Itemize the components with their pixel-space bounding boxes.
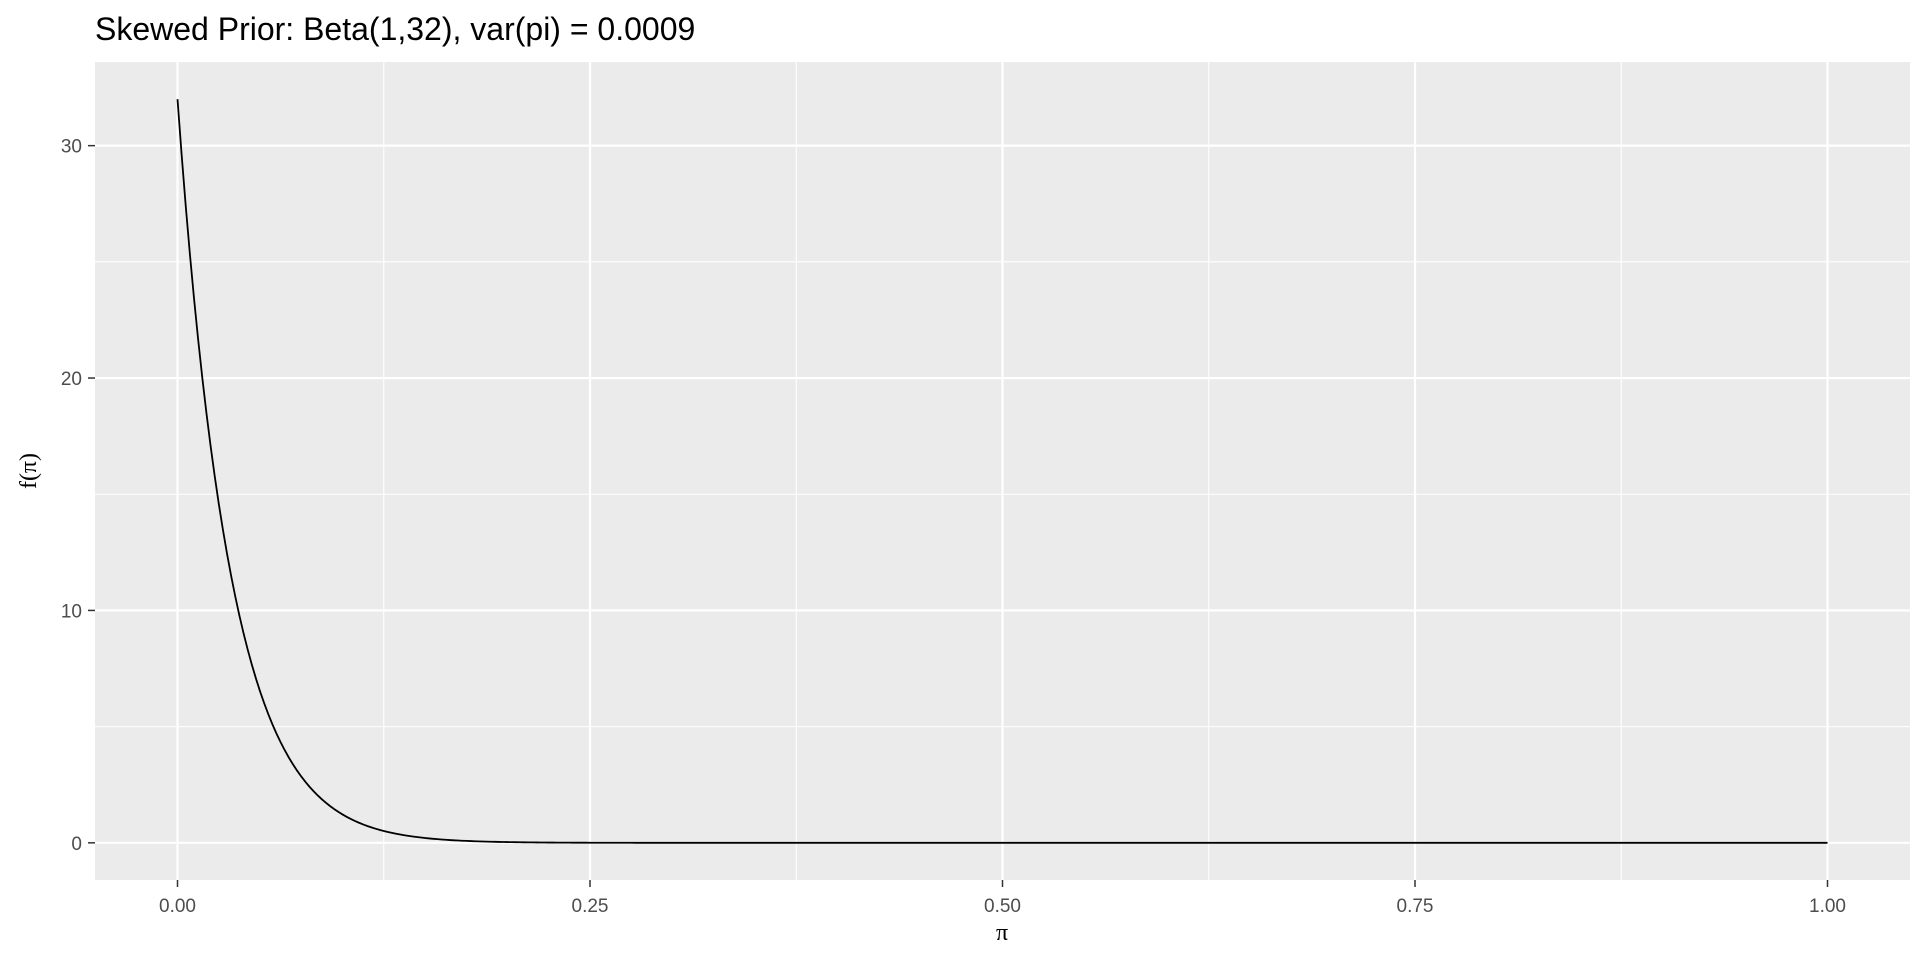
y-axis-ticks: 0 10 20 30 xyxy=(61,137,95,855)
x-axis-title: π xyxy=(996,920,1008,946)
y-tick-label: 10 xyxy=(61,601,82,622)
x-tick-label: 0.75 xyxy=(1397,896,1434,917)
chart-title: Skewed Prior: Beta(1,32), var(pi) = 0.00… xyxy=(95,11,695,47)
y-tick-label: 30 xyxy=(61,137,82,158)
x-tick-label: 1.00 xyxy=(1809,896,1846,917)
x-tick-label: 0.25 xyxy=(572,896,609,917)
y-axis-title: f(π) xyxy=(16,453,42,489)
grid-major xyxy=(95,62,1910,880)
y-tick-label: 20 xyxy=(61,369,82,390)
x-tick-label: 0.00 xyxy=(159,896,196,917)
y-tick-label: 0 xyxy=(71,834,82,855)
density-curve xyxy=(176,99,1828,844)
x-axis-ticks: 0.00 0.25 0.50 0.75 1.00 xyxy=(159,880,1846,917)
x-tick-label: 0.50 xyxy=(984,896,1021,917)
